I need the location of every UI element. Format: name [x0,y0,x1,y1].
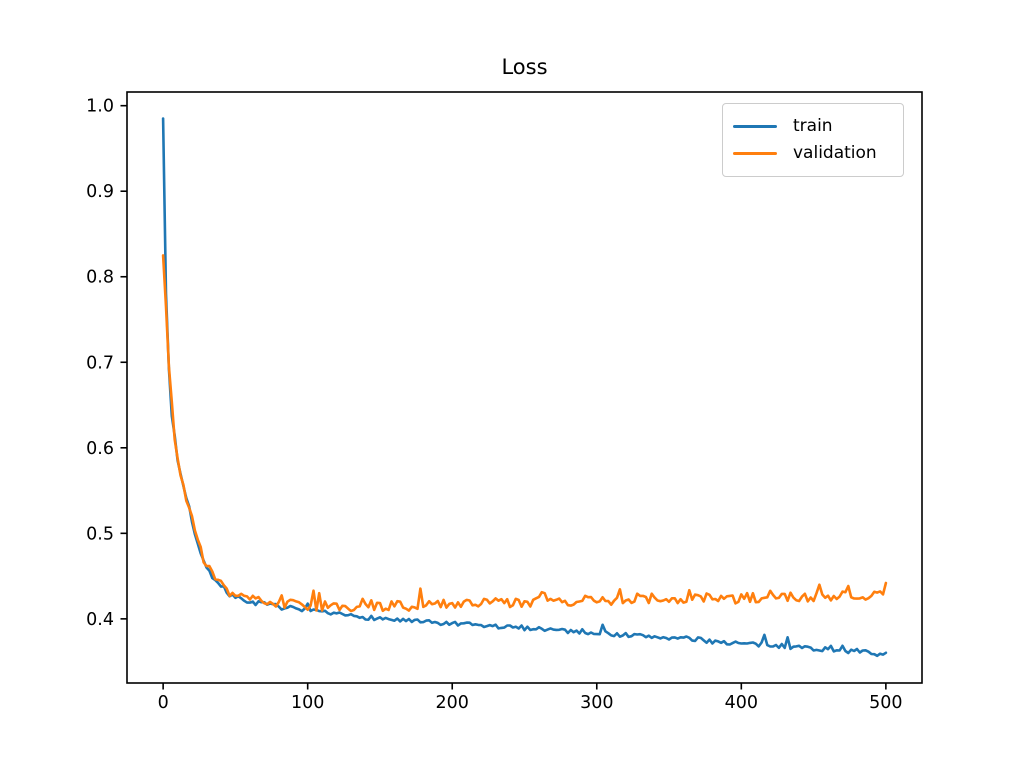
axes-frame [126,91,923,684]
y-tick-label: 0.8 [86,268,114,288]
x-tick-label: 0 [158,693,169,713]
y-tick-label: 0.4 [86,610,114,630]
series-line-train [161,117,888,658]
chart-title: Loss [501,55,548,79]
x-tick-label: 500 [869,693,902,713]
y-tick-label: 1.0 [86,97,114,117]
train-line-swatch [733,125,777,128]
series-line-validation [161,254,888,613]
legend-item-validation: validation [733,145,893,162]
legend-label-train: train [793,116,833,136]
legend: train validation [722,103,904,177]
x-tick-label: 300 [580,693,613,713]
legend-label-validation: validation [793,143,877,163]
y-tick-label: 0.9 [86,182,114,202]
legend-item-train: train [733,118,893,135]
y-tick-label: 0.6 [86,439,114,459]
y-tick-label: 0.5 [86,524,114,544]
y-tick-label: 0.7 [86,353,114,373]
validation-line-swatch [733,152,777,155]
x-tick-label: 200 [436,693,469,713]
x-tick-label: 400 [725,693,758,713]
x-tick-label: 100 [291,693,324,713]
